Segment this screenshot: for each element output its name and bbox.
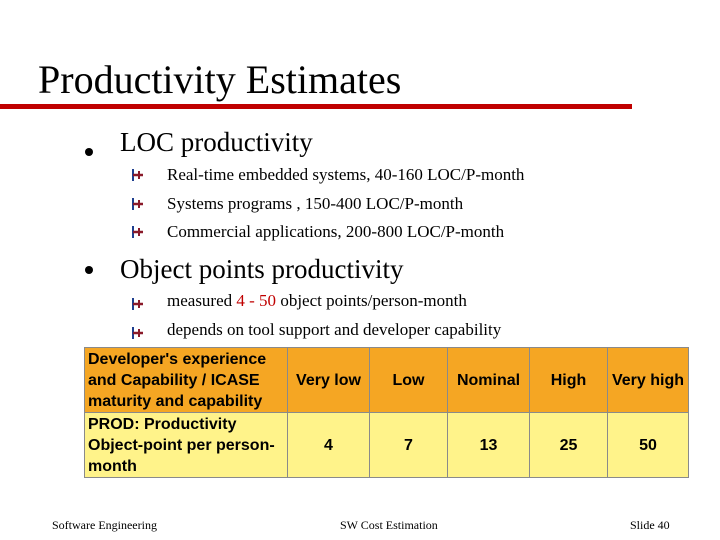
slide-title: Productivity Estimates [38, 57, 402, 102]
sub-bullet-systems: Systems programs , 150-400 LOC/P-month [167, 194, 464, 213]
pushpin-icon [132, 226, 143, 238]
table-header-row: Developer's experience and Capability / … [84, 347, 689, 413]
sub-bullet-measured: measured 4 - 50 object points/person-mon… [167, 290, 467, 312]
pushpin-icon [132, 169, 143, 181]
bullet-dot-icon [85, 148, 93, 156]
table-cell: 7 [369, 412, 448, 478]
table-header-cell: High [529, 347, 608, 413]
table-row: PROD: Productivity Object-point per pers… [84, 412, 689, 478]
sub-bullet-realtime: Real-time embedded systems, 40-160 LOC/P… [167, 165, 525, 184]
pushpin-icon [132, 298, 143, 310]
pushpin-icon [132, 327, 143, 339]
table-header-cell: Very low [287, 347, 370, 413]
footer-slide-number: Slide 40 [630, 518, 670, 532]
measured-prefix: measured [167, 291, 237, 310]
table-header-label: Developer's experience and Capability / … [84, 347, 288, 413]
table-row-label: PROD: Productivity Object-point per pers… [84, 412, 288, 478]
measured-range: 4 - 50 [236, 291, 277, 310]
table-header-cell: Nominal [447, 347, 530, 413]
sub-bullet-depends: depends on tool support and developer ca… [167, 320, 502, 339]
table-cell: 50 [607, 412, 689, 478]
footer-left: Software Engineering [52, 518, 157, 532]
title-underline [0, 104, 632, 109]
measured-suffix: object points/person-month [276, 291, 467, 310]
productivity-table: Developer's experience and Capability / … [84, 347, 689, 478]
sub-bullet-commercial: Commercial applications, 200-800 LOC/P-m… [167, 222, 505, 241]
footer-center: SW Cost Estimation [340, 518, 438, 532]
pushpin-icon [132, 198, 143, 210]
table-header-cell: Very high [607, 347, 689, 413]
table-cell: 25 [529, 412, 608, 478]
bullet-dot-icon [85, 266, 93, 274]
bullet-loc-productivity: LOC productivity [120, 127, 313, 157]
table-cell: 4 [287, 412, 370, 478]
bullet-object-points: Object points productivity [120, 254, 404, 284]
table-cell: 13 [447, 412, 530, 478]
table-header-cell: Low [369, 347, 448, 413]
